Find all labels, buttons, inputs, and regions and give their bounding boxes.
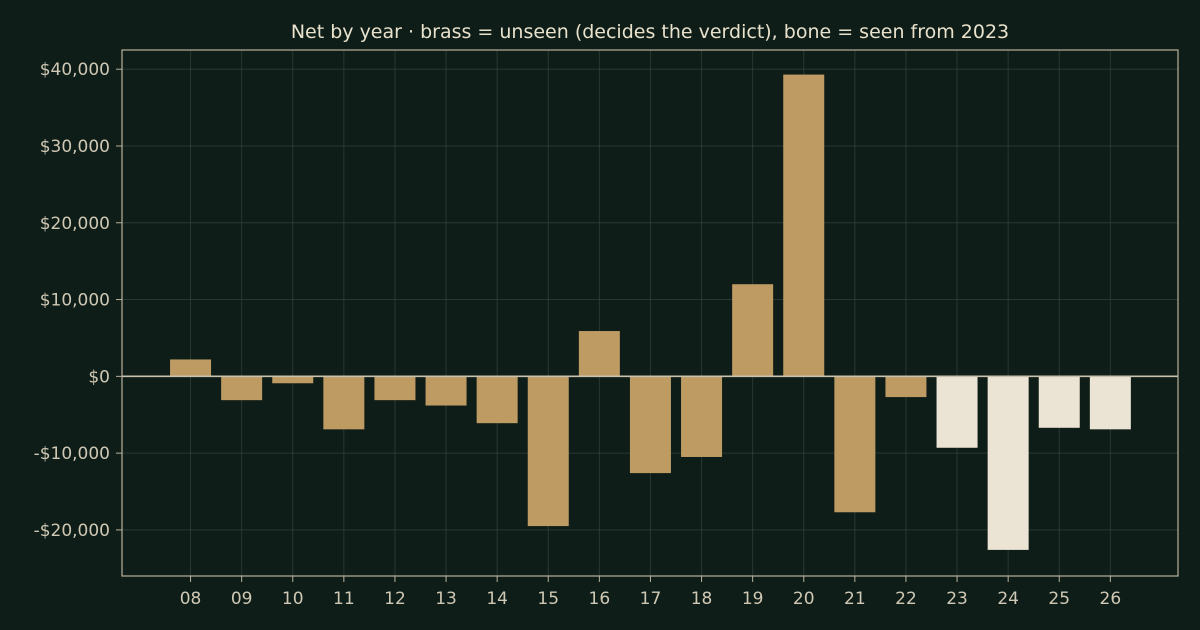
x-tick-label: 19 [742,589,764,609]
x-tick-label: 14 [486,589,508,609]
bar-22 [885,376,927,398]
x-tick-label: 16 [589,589,611,609]
chart-title: Net by year · brass = unseen (decides th… [291,21,1009,43]
bar-24 [987,376,1029,550]
x-tick-label: 11 [333,589,355,609]
y-tick-label: -$20,000 [34,521,110,541]
grid-lines [122,50,1178,576]
bar-13 [425,376,467,406]
bar-19 [732,284,774,377]
axes: $40,000 $30,000 $20,000 $10,000 $0 -$10,000 -$… [34,49,1179,609]
x-tick-label: 08 [180,589,202,609]
y-tick-label: $40,000 [40,60,110,80]
x-tick-label: 23 [946,589,968,609]
y-tick-label: $10,000 [40,291,110,311]
bar-23 [936,376,978,448]
bar-12 [374,376,416,401]
bar-26 [1089,376,1131,430]
x-tick-label: 24 [997,589,1019,609]
bar-09 [221,376,263,401]
bar-18 [681,376,723,457]
y-tick-label: -$10,000 [34,444,110,464]
x-tick-label: 21 [844,589,866,609]
bar-15 [527,376,569,527]
x-tick-label: 20 [793,589,815,609]
x-tick-label: 10 [282,589,304,609]
bar-10 [272,376,314,384]
bar-21 [834,376,876,513]
y-tick-label: $30,000 [40,137,110,157]
bar-08 [170,359,212,377]
x-tick-label: 15 [537,589,559,609]
x-tick-label: 13 [435,589,457,609]
x-tick-label: 17 [640,589,662,609]
bar-20 [783,74,825,377]
bar-17 [629,376,671,474]
x-tick-label: 12 [384,589,406,609]
x-tick-label: 09 [231,589,253,609]
bar-16 [578,331,620,377]
x-tick-label: 22 [895,589,917,609]
plot-frame [121,49,1179,577]
x-tick-label: 25 [1048,589,1070,609]
bar-25 [1038,376,1080,428]
x-tick-label: 26 [1100,589,1122,609]
y-tick-label: $0 [88,367,110,387]
bar-11 [323,376,365,430]
bars [170,74,1131,550]
y-tick-label: $20,000 [40,214,110,234]
bar-14 [476,376,518,424]
x-tick-label: 18 [691,589,713,609]
